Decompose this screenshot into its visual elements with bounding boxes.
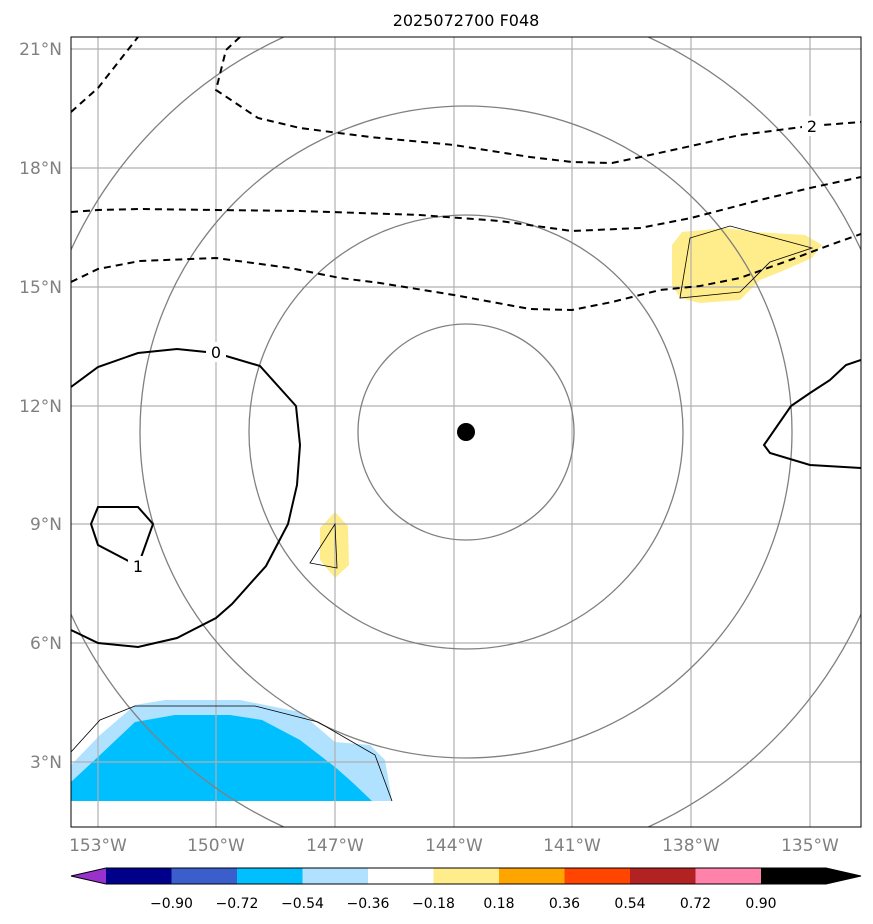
colorbar-label: 0.18 [483,896,514,912]
colorbar [70,867,862,885]
colorbar-segment [368,868,434,884]
colorbar-label: −0.18 [412,896,455,912]
lat-tick-label: 9°N [30,515,62,535]
colorbar-label: 0.90 [745,896,776,912]
contour-label-0: 0 [211,343,221,362]
colorbar-label: 0.36 [549,896,580,912]
storm-center-marker [457,423,475,441]
colorbar-segment-low-extend [71,868,106,884]
latitude-tick-labels: 21°N 18°N 15°N 12°N 9°N 6°N 3°N [19,40,62,773]
plot-frame [70,36,862,828]
lat-tick-label: 12°N [19,397,62,417]
lat-tick-label: 3°N [30,753,62,773]
lat-tick-label: 6°N [30,634,62,654]
range-ring-3 [139,105,793,759]
range-ring-1 [357,323,575,541]
contour-label-1: 1 [133,557,143,576]
colorbar-labels: −0.90 −0.72 −0.54 −0.36 −0.18 0.18 0.36 … [150,896,777,912]
negative-anomaly-region [71,715,372,801]
solid-contours [71,347,861,649]
lat-tick-label: 18°N [19,159,62,179]
colorbar-segment [237,868,303,884]
colorbar-segment [433,868,499,884]
colorbar-label: −0.90 [150,896,193,912]
colorbar-label: −0.72 [216,896,259,912]
colorbar-segment [171,868,237,884]
colorbar-segment [630,868,696,884]
colorbar-segment-high-extend [761,868,861,884]
colorbar-label: −0.36 [347,896,390,912]
range-rings [71,37,861,827]
colorbar-segment [499,868,565,884]
lon-tick-label: 150°W [187,836,245,856]
gridlines [71,37,861,827]
colorbar-label: 0.54 [614,896,645,912]
lat-tick-label: 21°N [19,40,62,60]
lon-tick-label: 147°W [306,836,364,856]
longitude-tick-labels: 153°W 150°W 147°W 144°W 141°W 138°W 135°… [69,836,839,856]
lon-tick-label: 144°W [425,836,483,856]
range-ring-2 [248,214,684,650]
lon-tick-label: 135°W [781,836,839,856]
lon-tick-label: 138°W [662,836,720,856]
dashed-contours [71,37,861,312]
lon-tick-label: 153°W [69,836,127,856]
lon-tick-label: 141°W [543,836,601,856]
contour-labels: 2 0 1 [128,116,822,576]
thin-contours [71,225,814,802]
map-title: 2025072700 F048 [393,11,540,30]
plot-area: 2 0 1 [71,37,861,827]
colorbar-segment [695,868,761,884]
lat-tick-label: 15°N [19,278,62,298]
colorbar-segment [302,868,368,884]
colorbar-segment [106,868,172,884]
colorbar-label: −0.54 [281,896,324,912]
colorbar-segment [564,868,630,884]
colorbar-outline [70,867,862,885]
colorbar-label: 0.72 [680,896,711,912]
contour-label-2: 2 [807,117,817,136]
